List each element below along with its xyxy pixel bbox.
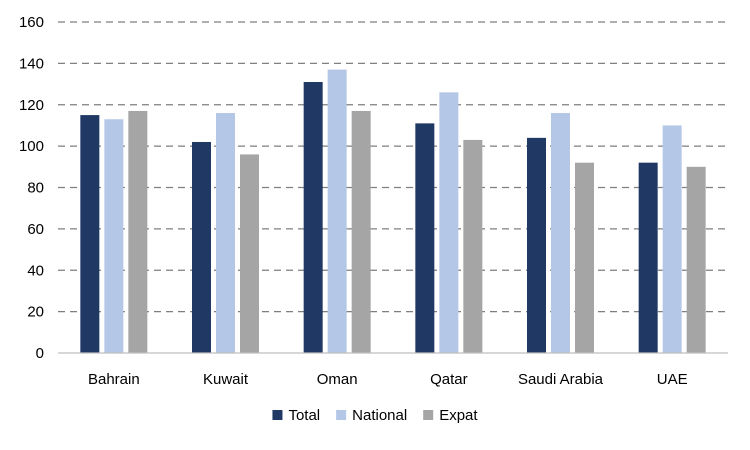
y-tick-label: 40 bbox=[27, 262, 44, 279]
legend-swatch-total bbox=[272, 410, 283, 420]
y-tick-label: 20 bbox=[27, 304, 44, 321]
x-tick-label: Kuwait bbox=[203, 371, 249, 388]
x-tick-label: UAE bbox=[657, 371, 688, 388]
x-tick-label: Qatar bbox=[430, 371, 468, 388]
bar-expat-saudi-arabia bbox=[575, 162, 594, 353]
legend: Total National Expat bbox=[272, 407, 478, 424]
bar-total-kuwait bbox=[192, 141, 211, 353]
x-axis: Bahrain Kuwait Oman Qatar Saudi Arabia UAE bbox=[88, 371, 688, 388]
bar-expat-oman bbox=[351, 110, 371, 353]
legend-swatch-national bbox=[336, 410, 347, 420]
x-tick-label: Saudi Arabia bbox=[518, 371, 604, 388]
bar-expat-uae bbox=[686, 166, 706, 353]
y-tick-label: 120 bbox=[19, 97, 44, 114]
x-tick-label: Oman bbox=[317, 371, 358, 388]
bar-national-qatar bbox=[439, 92, 459, 354]
x-tick-label: Bahrain bbox=[88, 371, 140, 388]
bar-national-bahrain bbox=[104, 119, 124, 353]
y-tick-label: 80 bbox=[27, 180, 44, 197]
bar-total-uae bbox=[638, 162, 658, 353]
grid-lines bbox=[58, 21, 728, 313]
bar-total-bahrain bbox=[80, 115, 100, 353]
legend-swatch-expat bbox=[423, 410, 434, 420]
bar-total-oman bbox=[303, 81, 323, 354]
y-axis: 0 20 40 60 80 100 120 140 160 bbox=[19, 14, 44, 362]
legend-label-expat: Expat bbox=[439, 407, 478, 424]
bar-total-qatar bbox=[415, 123, 435, 354]
bar-total-saudi-arabia bbox=[527, 137, 546, 353]
y-tick-label: 0 bbox=[36, 345, 44, 362]
legend-label-total: Total bbox=[288, 407, 320, 424]
y-tick-label: 160 bbox=[19, 14, 44, 31]
legend-label-national: National bbox=[352, 407, 407, 424]
y-tick-label: 100 bbox=[19, 138, 44, 155]
bar-expat-kuwait bbox=[240, 154, 259, 353]
y-tick-label: 60 bbox=[27, 221, 44, 238]
bar-national-saudi-arabia bbox=[551, 113, 570, 354]
bar-national-oman bbox=[327, 69, 347, 354]
bar-expat-bahrain bbox=[128, 110, 148, 353]
bar-national-uae bbox=[662, 125, 682, 353]
y-tick-label: 140 bbox=[19, 55, 44, 72]
bars bbox=[80, 69, 706, 354]
bar-expat-qatar bbox=[463, 139, 483, 353]
bar-national-kuwait bbox=[216, 113, 235, 354]
